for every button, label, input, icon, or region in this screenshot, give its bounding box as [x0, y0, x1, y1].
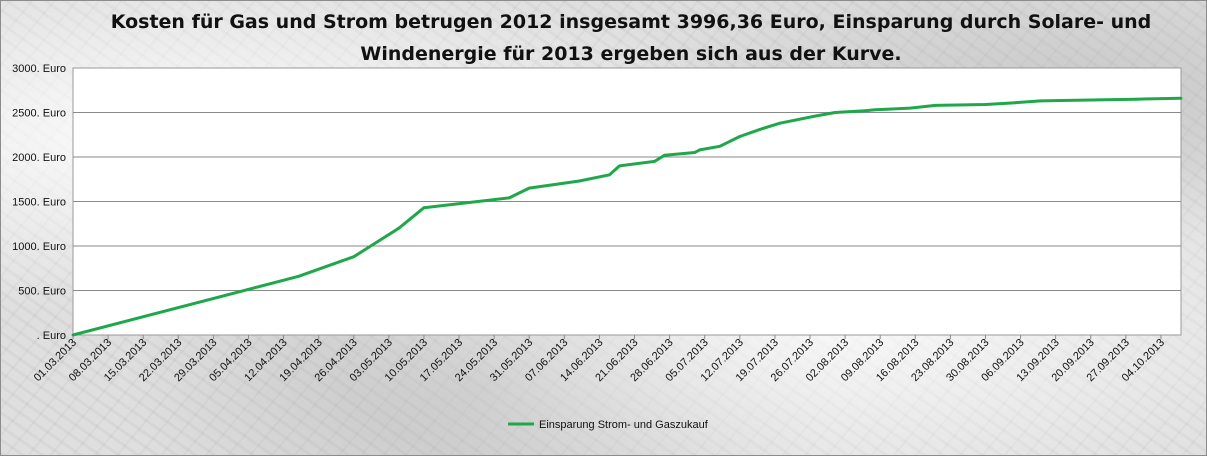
data-point	[1089, 99, 1092, 102]
y-tick-label: 2000. Euro	[12, 152, 66, 164]
data-point	[352, 255, 355, 258]
data-point	[718, 145, 721, 148]
data-point	[693, 151, 696, 154]
legend-label: Einsparung Strom- und Gaszukauf	[539, 419, 709, 431]
data-point	[1014, 101, 1017, 104]
data-point	[1180, 97, 1183, 100]
data-point	[759, 128, 762, 131]
data-point	[663, 154, 666, 157]
x-axis-ticks: 01.03.201308.03.201315.03.201322.03.2013…	[32, 335, 1167, 384]
y-tick-label: . Euro	[37, 330, 66, 342]
data-point	[398, 227, 401, 230]
data-point	[738, 135, 741, 138]
y-axis-ticks: . Euro 500. Euro 1000. Euro 1500. Euro 2000.…	[12, 63, 66, 342]
data-point	[618, 165, 621, 168]
y-tick-label: 1000. Euro	[12, 241, 66, 253]
chart-title-line-2: Windenergie für 2013 ergeben sich aus de…	[360, 43, 901, 65]
data-point	[874, 108, 877, 111]
data-point	[1039, 100, 1042, 103]
y-tick-label: 500. Euro	[18, 286, 66, 298]
data-point	[864, 109, 867, 112]
data-point	[528, 187, 531, 190]
data-point	[608, 173, 611, 176]
y-tick-label: 2500. Euro	[12, 108, 66, 120]
data-point	[814, 115, 817, 118]
chart-title: Kosten für Gas und Strom betrugen 2012 i…	[111, 11, 1152, 65]
data-point	[1135, 98, 1138, 101]
data-point	[909, 107, 912, 110]
data-point	[423, 206, 426, 209]
data-point	[834, 111, 837, 114]
y-tick-label: 3000. Euro	[12, 63, 66, 75]
data-point	[984, 103, 987, 106]
data-point	[297, 275, 300, 278]
data-point	[934, 104, 937, 107]
data-point	[72, 334, 75, 337]
data-point	[508, 197, 511, 200]
data-point	[779, 122, 782, 125]
chart-title-line-1: Kosten für Gas und Strom betrugen 2012 i…	[111, 11, 1152, 33]
data-point	[653, 160, 656, 163]
data-point	[578, 180, 581, 183]
y-tick-label: 1500. Euro	[12, 197, 66, 209]
data-point	[698, 149, 701, 152]
legend: Einsparung Strom- und Gaszukauf	[508, 419, 709, 431]
